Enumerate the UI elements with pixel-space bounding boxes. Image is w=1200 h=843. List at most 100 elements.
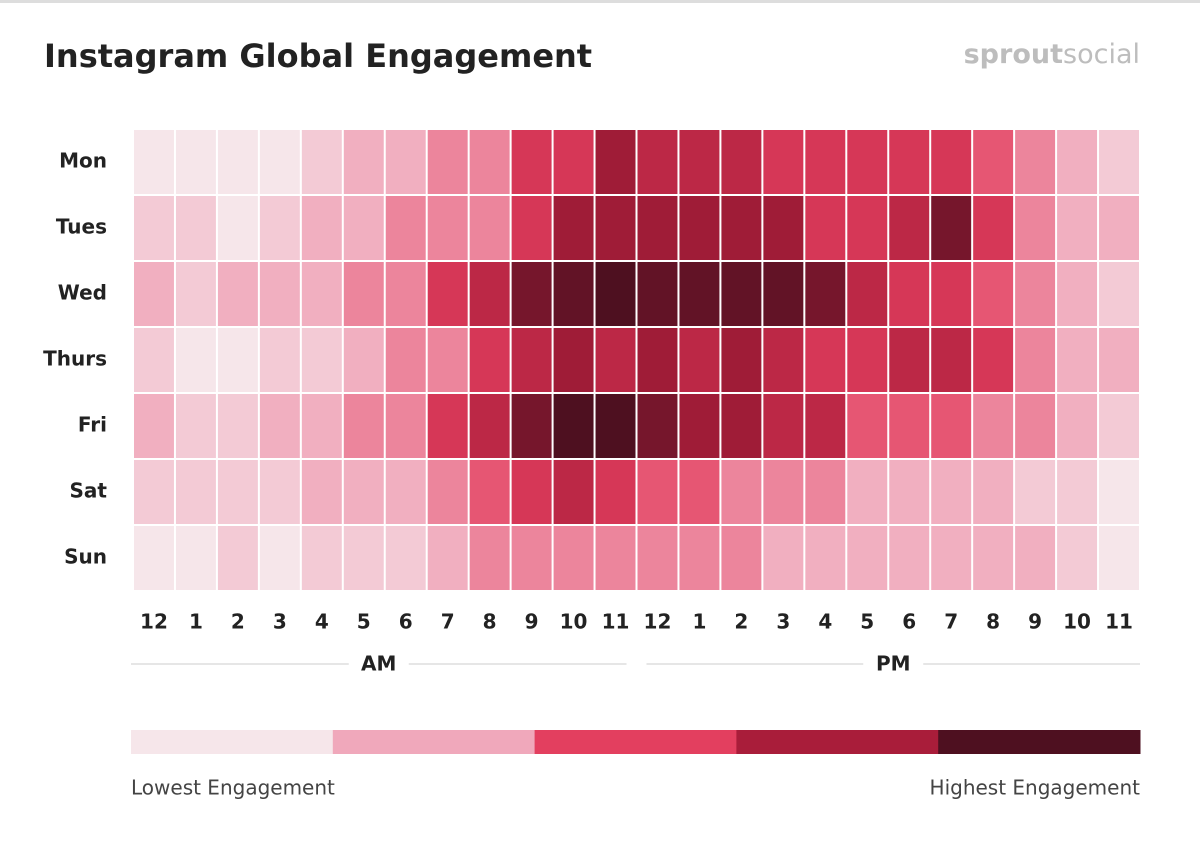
x-tick-label: 4 <box>315 610 329 634</box>
heat-cell <box>931 196 972 260</box>
heat-cell <box>1057 526 1098 590</box>
heat-cell <box>763 460 804 524</box>
heat-cell <box>1015 262 1056 326</box>
heat-cell <box>511 130 552 194</box>
x-tick-label: 2 <box>231 610 245 634</box>
heat-cell <box>343 130 384 194</box>
group-label: AM <box>361 652 396 676</box>
heat-cell <box>763 394 804 458</box>
heat-cell <box>259 262 300 326</box>
heat-cell <box>973 328 1014 392</box>
heat-cell <box>679 262 720 326</box>
heat-cell <box>427 526 468 590</box>
x-tick-label: 1 <box>189 610 203 634</box>
heat-cell <box>595 460 636 524</box>
heat-cell <box>217 460 258 524</box>
heat-cell <box>1015 130 1056 194</box>
heat-cell <box>553 394 594 458</box>
heat-cell <box>595 196 636 260</box>
heat-cell <box>973 526 1014 590</box>
x-tick-label: 3 <box>776 610 790 634</box>
heat-cell <box>637 130 678 194</box>
heat-cell <box>721 526 762 590</box>
row-label: Sun <box>64 545 107 569</box>
heat-cell <box>763 526 804 590</box>
heat-cell <box>134 196 174 260</box>
heat-cell <box>427 328 468 392</box>
heat-cell <box>134 394 174 458</box>
legend-swatch <box>131 730 334 754</box>
heat-cell <box>931 328 972 392</box>
heat-cell <box>805 394 846 458</box>
heat-cell <box>973 394 1014 458</box>
heat-cell <box>847 328 888 392</box>
heat-cell <box>847 196 888 260</box>
heat-cell <box>931 460 972 524</box>
row-label: Tues <box>56 215 107 239</box>
x-tick-label: 12 <box>140 610 168 634</box>
x-tick-label: 9 <box>1028 610 1042 634</box>
heat-cell <box>1099 262 1139 326</box>
x-tick-label: 6 <box>399 610 413 634</box>
heat-cell <box>805 196 846 260</box>
x-tick-label: 2 <box>734 610 748 634</box>
legend-label: Highest Engagement <box>930 776 1141 800</box>
heat-cell <box>847 460 888 524</box>
heat-cell <box>259 460 300 524</box>
heat-cell <box>679 526 720 590</box>
heat-cell <box>721 196 762 260</box>
heat-cell <box>679 196 720 260</box>
heat-cell <box>385 394 426 458</box>
heat-cell <box>175 394 216 458</box>
x-tick-label: 3 <box>273 610 287 634</box>
heat-cell <box>385 460 426 524</box>
heat-cell <box>637 328 678 392</box>
heat-cell <box>175 262 216 326</box>
heat-cell <box>679 130 720 194</box>
heat-cell <box>469 196 510 260</box>
heat-cell <box>679 328 720 392</box>
heat-cell <box>427 262 468 326</box>
heat-cell <box>259 394 300 458</box>
heat-cell <box>1099 526 1139 590</box>
heat-cell <box>343 394 384 458</box>
heat-cell <box>973 130 1014 194</box>
heat-cell <box>721 460 762 524</box>
x-tick-label: 8 <box>986 610 1000 634</box>
row-label: Mon <box>59 149 107 173</box>
x-tick-label: 6 <box>902 610 916 634</box>
heat-cell <box>301 394 342 458</box>
x-tick-label: 11 <box>602 610 630 634</box>
heat-cell <box>217 328 258 392</box>
heat-cell <box>889 196 930 260</box>
heat-cell <box>679 460 720 524</box>
heat-cell <box>469 460 510 524</box>
heat-cell <box>595 130 636 194</box>
heat-cell <box>595 328 636 392</box>
heat-cell <box>889 394 930 458</box>
heat-cell <box>1099 460 1139 524</box>
heat-cell <box>427 130 468 194</box>
heat-cell <box>595 394 636 458</box>
heat-cell <box>301 196 342 260</box>
legend-swatch <box>534 730 737 754</box>
heat-cell <box>1057 196 1098 260</box>
heat-cell <box>805 262 846 326</box>
heat-cell <box>637 394 678 458</box>
legend-label: Lowest Engagement <box>131 776 335 800</box>
heat-cell <box>679 394 720 458</box>
heat-cell <box>511 460 552 524</box>
heat-cell <box>763 262 804 326</box>
heat-cell <box>385 196 426 260</box>
x-tick-label: 12 <box>644 610 672 634</box>
row-label: Sat <box>70 479 108 503</box>
heat-cell <box>805 130 846 194</box>
heat-cell <box>511 328 552 392</box>
heat-cell <box>889 130 930 194</box>
heat-cell <box>1099 196 1139 260</box>
heat-cell <box>175 328 216 392</box>
x-tick-label: 10 <box>560 610 588 634</box>
heat-cell <box>553 460 594 524</box>
heat-cell <box>469 526 510 590</box>
group-label: PM <box>876 652 911 676</box>
